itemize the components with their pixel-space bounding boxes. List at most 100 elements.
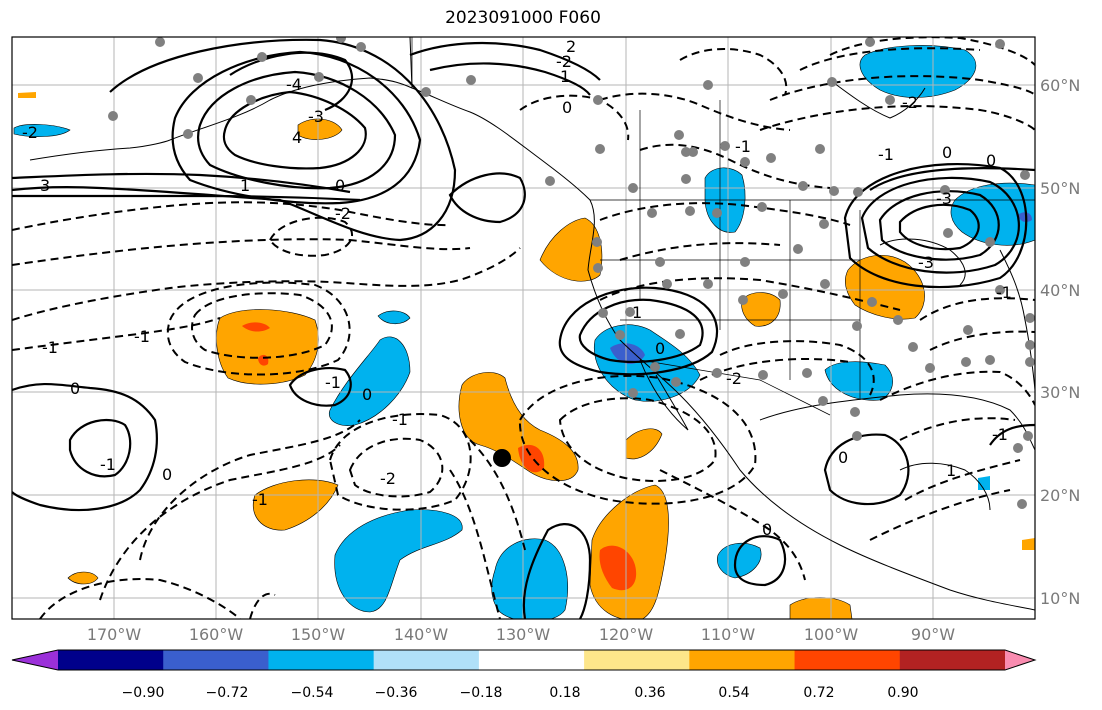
- latitude-labels: 60°N 50°N 40°N 30°N 20°N 10°N: [1040, 76, 1080, 608]
- contour-neg-hudson-2: [799, 47, 981, 71]
- contour-neg-pac-south: [449, 469, 501, 619]
- lon-label: 130°W: [496, 625, 551, 644]
- contour-south-pacific-0: [522, 523, 592, 619]
- contour-label: -1: [134, 327, 150, 346]
- shade-orange-tiny-east: [1022, 538, 1035, 550]
- contour-north-canada-2: [429, 62, 591, 96]
- contour-label: 0: [838, 448, 848, 467]
- contour-label: -2: [556, 52, 572, 71]
- lat-label: 50°N: [1040, 179, 1080, 198]
- shade-red-subtropic: [518, 444, 545, 473]
- contour-label: 0: [942, 143, 952, 162]
- colorbar-tick-label: 0.18: [549, 685, 580, 701]
- colorbar-tick-label: −0.90: [122, 685, 165, 701]
- colorbar-tick-label: −0.36: [375, 685, 418, 701]
- colorbar-tick-label: 0.54: [718, 685, 749, 701]
- contour-neg-canada-4: [679, 47, 788, 96]
- contour-alaska-low-6: [12, 194, 361, 202]
- shade-blue-quebec: [950, 182, 1035, 246]
- shade-orange-plains: [741, 292, 781, 327]
- contour-alaska-low-5: [12, 172, 351, 194]
- shade-blue-south-pacific-b: [491, 538, 568, 619]
- colorbar-tick-label: 0.90: [887, 685, 918, 701]
- shade-blue-south-pacific-a: [334, 509, 463, 613]
- contour-label: -3: [918, 253, 934, 272]
- colorbar-tick-label: 0.36: [634, 685, 665, 701]
- contour-label: 0: [762, 520, 772, 539]
- contour-label: -4: [286, 75, 302, 94]
- shade-blue-tiny-caribbean: [978, 476, 990, 490]
- contour-neg-canada-1: [639, 143, 831, 189]
- contour-california-high-1: [578, 298, 704, 363]
- contour-label: 1: [946, 461, 956, 480]
- contour-neg-south-2: [249, 592, 276, 619]
- coast-north-america-west: [409, 37, 1035, 611]
- contour-neg-east-2: [899, 417, 1016, 441]
- contour-neg-pac-south-2: [469, 439, 526, 551]
- shade-orange-tiny-nw: [18, 92, 36, 98]
- contour-gulf-alaska-2: [448, 172, 526, 224]
- contour-labels: -2 2 1 0 -4 -3 3 4 -2 1 0 -2 -1 -1 0 -1 …: [22, 37, 1012, 539]
- colorbar-tick-label: −0.72: [206, 685, 249, 701]
- contour-neg-us-2: [619, 242, 781, 261]
- shade-blue-gulf: [824, 361, 893, 401]
- contour-neg-mexico-wide: [659, 469, 806, 581]
- lon-label: 100°W: [804, 625, 859, 644]
- contour-label: 2: [566, 37, 576, 56]
- contour-north-canada: [409, 41, 601, 81]
- colorbar-segment: [268, 650, 375, 670]
- contour-neg-subtrop-1: [348, 437, 444, 498]
- contour-label: 1: [240, 176, 250, 195]
- contour-label: -2: [380, 469, 396, 488]
- coast-yucatan: [899, 462, 991, 511]
- observation-dots: [108, 37, 1035, 509]
- contour-label: 1: [560, 67, 570, 86]
- contour-label: -2: [902, 93, 918, 112]
- contour-neg-baja-2: [518, 374, 757, 505]
- contours-positive: [12, 38, 1035, 619]
- colorbar-segment: [478, 650, 585, 670]
- contours-negative: [12, 37, 1035, 619]
- colorbar-extend-max: [1005, 650, 1035, 670]
- coast-hudson-bay: [829, 79, 926, 119]
- colorbar-segment: [584, 650, 690, 670]
- coast-east: [999, 249, 1035, 391]
- shade-orange-great-lakes: [845, 255, 925, 320]
- contour-north-pacific-1: [229, 51, 354, 112]
- contour-label: 0: [162, 465, 172, 484]
- contour-label: -3: [936, 189, 952, 208]
- colorbar-segment: [58, 650, 164, 670]
- contour-california-high-2: [558, 286, 718, 376]
- contour-gulf-high: [823, 433, 910, 506]
- contour-neg-east-4: [869, 489, 1011, 541]
- contour-east-edge: [989, 423, 1035, 446]
- contour-label: 0: [335, 176, 345, 195]
- contour-label: 4: [292, 128, 302, 147]
- contour-neg-ring-c: [268, 216, 353, 257]
- contour-neg-east-6: [929, 330, 1035, 351]
- contour-neg-us-3: [599, 202, 851, 226]
- lon-label: 150°W: [291, 625, 346, 644]
- colorbar-tick-labels: −0.90 −0.72 −0.54 −0.36 −0.18 0.18 0.36 …: [122, 685, 919, 701]
- lat-label: 10°N: [1040, 589, 1080, 608]
- contour-label: 0: [986, 151, 996, 170]
- contour-east-low-5: [869, 167, 1035, 191]
- shade-navy-quebec: [1018, 212, 1032, 223]
- contour-east-low-3: [860, 176, 1020, 274]
- contour-label: -2: [22, 123, 38, 142]
- contour-alaska-low-1: [222, 90, 367, 170]
- contour-neg-band-1: [12, 247, 521, 321]
- shade-blue-hudson: [859, 45, 977, 98]
- contour-mexico-south-high: [733, 535, 787, 587]
- contour-east-low-4: [843, 162, 1028, 289]
- contour-label: -1: [735, 137, 751, 156]
- contour-alaska-low-4: [12, 38, 457, 242]
- lat-label: 20°N: [1040, 486, 1080, 505]
- shade-orange-hawaii: [253, 479, 339, 531]
- colorbar-segment: [163, 650, 269, 670]
- contour-label: 0: [562, 98, 572, 117]
- contour-label: -1: [252, 490, 268, 509]
- contour-label: -2: [726, 369, 742, 388]
- contour-neg-ring-a: [191, 292, 333, 359]
- contour-plus1-central: [288, 367, 352, 407]
